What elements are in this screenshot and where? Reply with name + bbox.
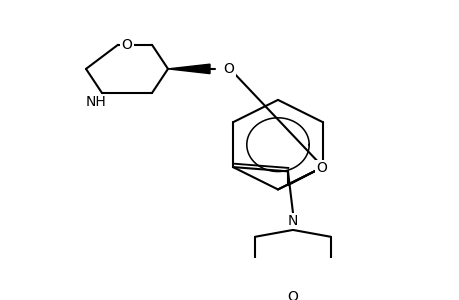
Text: NH: NH — [85, 94, 106, 109]
Text: O: O — [316, 161, 327, 175]
Text: N: N — [287, 214, 297, 228]
Polygon shape — [168, 64, 210, 74]
Text: O: O — [121, 38, 132, 52]
Text: O: O — [223, 62, 234, 76]
Text: O: O — [287, 290, 298, 300]
